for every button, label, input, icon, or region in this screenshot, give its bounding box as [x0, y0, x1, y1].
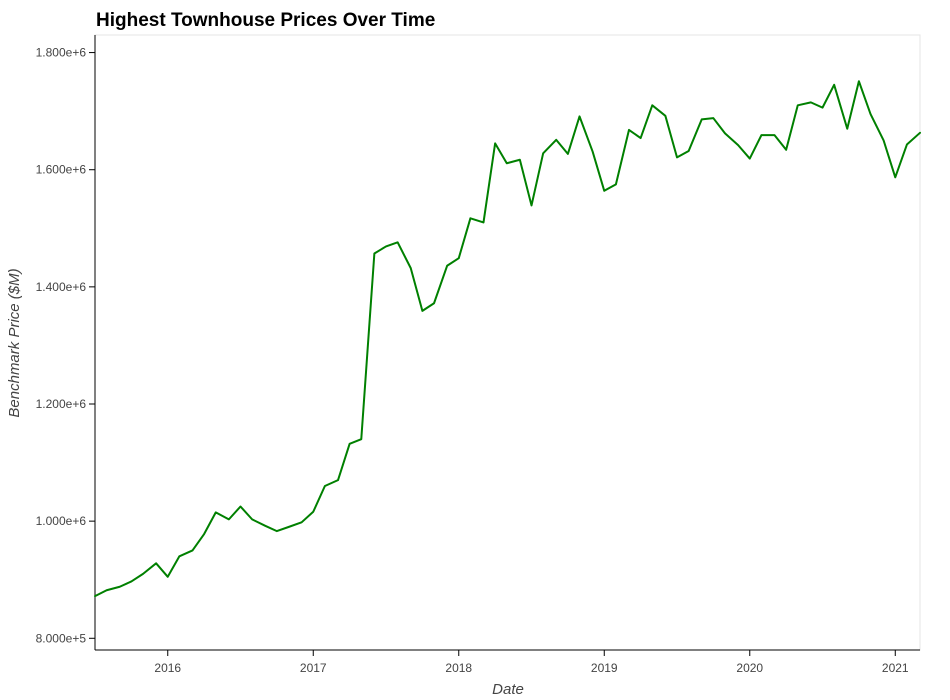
plot-frame — [94, 34, 921, 651]
y-axis-ticks: 8.000e+5 1.000e+6 1.200e+6 1.400e+6 1.600e+6… — [36, 46, 95, 645]
y-tick-label: 8.000e+5 — [36, 631, 87, 645]
x-tick-label: 2021 — [882, 661, 909, 675]
chart-title: Highest Townhouse Prices Over Time — [96, 10, 435, 31]
x-tick-label: 2016 — [154, 661, 181, 675]
x-tick-label: 2018 — [445, 661, 472, 675]
x-tick-label: 2017 — [300, 661, 327, 675]
x-axis-ticks: 2016 2017 2018 2019 2020 2021 — [154, 650, 909, 675]
y-tick-label: 1.400e+6 — [36, 280, 87, 294]
y-tick-label: 1.800e+6 — [36, 46, 87, 60]
y-tick-label: 1.200e+6 — [36, 397, 87, 411]
x-tick-label: 2019 — [591, 661, 618, 675]
series-layer — [94, 80, 921, 598]
y-tick-label: 1.000e+6 — [36, 514, 87, 528]
y-tick-label: 1.600e+6 — [36, 163, 87, 177]
price-series-line — [94, 80, 921, 598]
x-tick-label: 2020 — [736, 661, 763, 675]
x-axis-title: Date — [492, 681, 524, 698]
y-axis-title: Benchmark Price ($M) — [6, 268, 23, 417]
